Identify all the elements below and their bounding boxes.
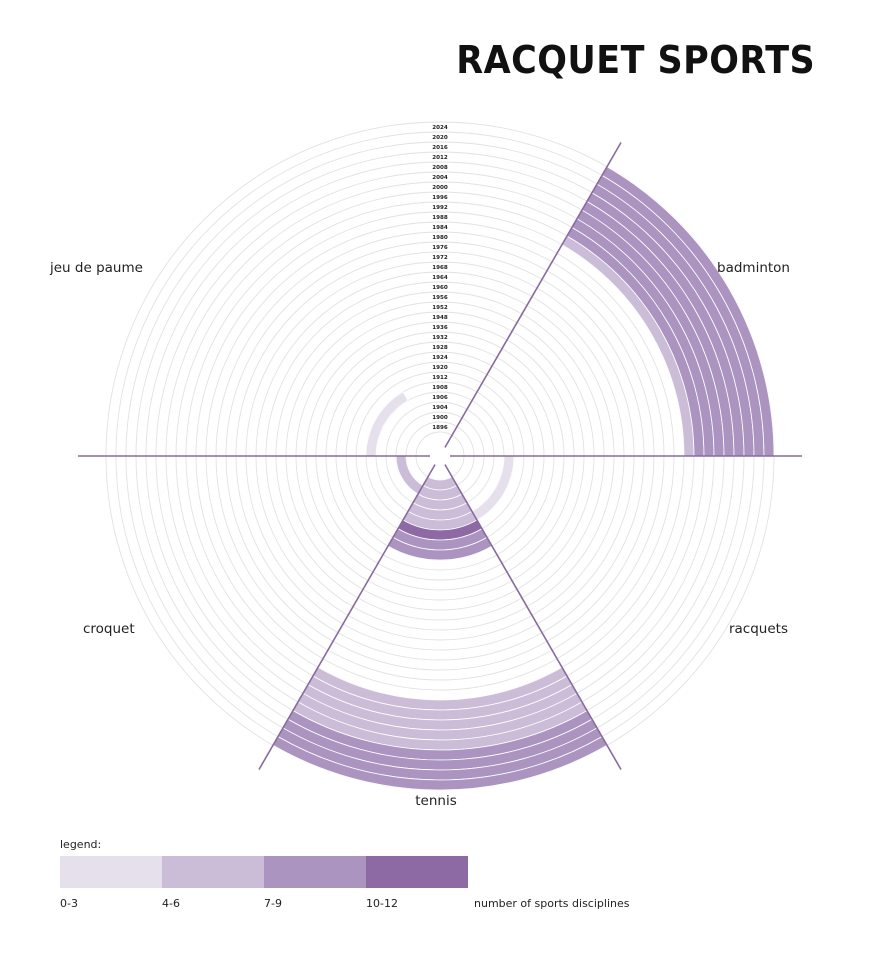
sector-divider xyxy=(444,464,622,770)
legend-bin-label: 4-6 xyxy=(162,897,180,910)
year-tick-label: 1972 xyxy=(432,255,448,261)
legend-bar xyxy=(60,856,468,888)
data-cell xyxy=(395,455,424,495)
year-tick-label: 2000 xyxy=(432,185,448,191)
year-tick-label: 1996 xyxy=(432,195,448,201)
legend-swatch-2 xyxy=(162,856,264,888)
data-cells xyxy=(272,166,775,791)
data-cell xyxy=(365,391,409,457)
year-tick-label: 1976 xyxy=(432,245,448,251)
legend-title: legend: xyxy=(60,838,102,851)
year-tick-label: 1980 xyxy=(432,235,448,241)
year-tick-label: 1968 xyxy=(432,265,448,271)
legend-swatch-1 xyxy=(60,856,162,888)
year-tick-label: 1988 xyxy=(432,215,448,221)
legend-description: number of sports disciplines xyxy=(474,897,630,910)
year-tick-label: 2004 xyxy=(432,175,448,181)
sport-label: jeu de paume xyxy=(49,260,143,276)
year-tick-label: 2012 xyxy=(432,155,448,161)
year-tick-label: 1964 xyxy=(432,275,448,281)
year-tick-label: 2020 xyxy=(432,135,448,141)
year-tick-label: 1924 xyxy=(432,355,448,361)
year-tick-label: 1912 xyxy=(432,375,448,381)
legend-swatch-4 xyxy=(366,856,468,888)
sector-dividers xyxy=(78,142,802,770)
year-tick-label: 1936 xyxy=(432,325,448,331)
year-tick-label: 1900 xyxy=(432,415,448,421)
year-tick-label: 2016 xyxy=(432,145,448,151)
year-tick-label: 1948 xyxy=(432,315,448,321)
year-tick-label: 2024 xyxy=(432,125,448,131)
year-tick-label: 1906 xyxy=(432,395,448,401)
chart-title: RACQUET SPORTS xyxy=(456,38,815,82)
year-tick-label: 1904 xyxy=(432,405,448,411)
year-tick-label: 1984 xyxy=(432,225,448,231)
legend-swatch-3 xyxy=(264,856,366,888)
sport-labels: badminton racquets tennis croquet jeu de pau… xyxy=(49,260,790,809)
year-tick-label: 1932 xyxy=(432,335,448,341)
legend-bin-label: 0-3 xyxy=(60,897,78,910)
legend-bin-label: 10-12 xyxy=(366,897,398,910)
year-tick-label: 1960 xyxy=(432,285,448,291)
year-tick-label: 1908 xyxy=(432,385,448,391)
year-tick-label: 1928 xyxy=(432,345,448,351)
sector-divider xyxy=(258,464,436,770)
year-tick-label: 1896 xyxy=(432,425,448,431)
sport-label: racquets xyxy=(729,621,788,637)
sport-label: croquet xyxy=(83,621,135,637)
sector-divider xyxy=(444,142,622,448)
legend-bin-label: 7-9 xyxy=(264,897,282,910)
year-tick-label: 2008 xyxy=(432,165,448,171)
year-labels: 1896 1900 1904 1906 1908 1912 1920 1924 1928 1932… xyxy=(432,125,448,431)
year-tick-label: 1920 xyxy=(432,365,448,371)
year-tick-label: 1956 xyxy=(432,295,448,301)
year-tick-label: 1992 xyxy=(432,205,448,211)
sport-label: badminton xyxy=(717,260,790,276)
sport-label: tennis xyxy=(415,793,457,809)
year-tick-label: 1952 xyxy=(432,305,448,311)
